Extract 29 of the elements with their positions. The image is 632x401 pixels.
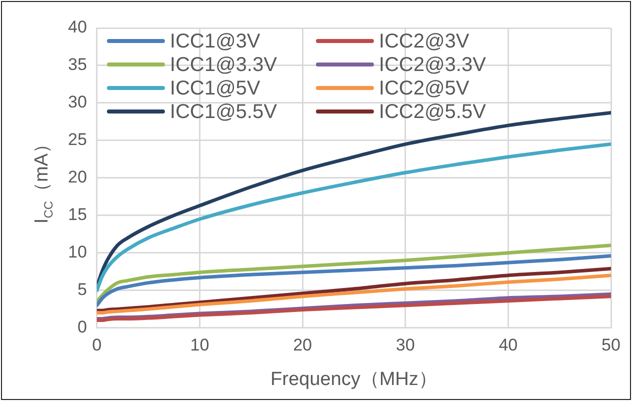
x-tick-label: 10 — [190, 336, 210, 355]
y-tick-label: 5 — [77, 280, 87, 300]
legend-label: ICC1@3V — [170, 30, 261, 53]
line-series — [96, 274, 611, 315]
line-series — [96, 266, 611, 312]
y-tick-label: 0 — [77, 317, 87, 336]
x-tick-label: 50 — [602, 336, 620, 355]
legend-label: ICC2@5.5V — [378, 101, 487, 124]
legend-label: ICC1@3.3V — [170, 54, 278, 76]
line-series — [96, 254, 611, 308]
y-tick-label: 40 — [68, 18, 87, 37]
line-series — [96, 142, 611, 292]
x-tick-label: 20 — [293, 336, 312, 355]
y-tick-label: 20 — [68, 168, 87, 187]
y-tick-label: 35 — [68, 55, 87, 74]
y-tick-label: 15 — [68, 205, 87, 224]
y-tick-label: 30 — [68, 92, 87, 112]
y-tick-label: 25 — [68, 130, 87, 150]
x-tick-label: 0 — [92, 336, 102, 355]
line-series — [96, 244, 611, 304]
x-axis-title: Frequency（MHz） — [270, 368, 438, 390]
legend-label: ICC1@5.5V — [170, 101, 278, 124]
legend-label: ICC2@5V — [378, 78, 470, 100]
x-tick-label: 40 — [498, 336, 518, 355]
x-tick-label: 30 — [396, 336, 415, 355]
legend-label: ICC1@5V — [170, 78, 261, 100]
legend-label: ICC2@3V — [378, 30, 470, 53]
legend-label: ICC2@3.3V — [378, 54, 487, 76]
y-tick-label: 10 — [68, 242, 87, 262]
